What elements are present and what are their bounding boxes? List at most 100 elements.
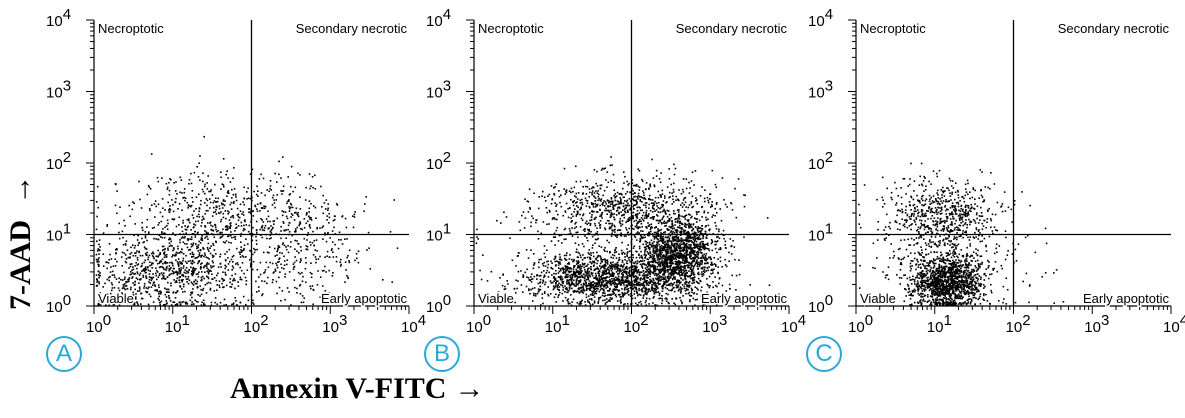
data-point <box>592 303 594 306</box>
data-point <box>583 263 585 266</box>
data-point <box>111 270 114 273</box>
data-point <box>128 204 130 207</box>
data-point <box>551 281 554 284</box>
data-point <box>591 274 594 277</box>
data-point <box>190 303 193 306</box>
data-point <box>680 281 682 284</box>
data-point <box>229 181 232 183</box>
data-point <box>643 277 645 280</box>
data-point <box>554 279 557 281</box>
data-point <box>226 192 229 194</box>
data-point <box>579 275 581 278</box>
data-point <box>714 207 716 210</box>
data-point <box>173 218 176 220</box>
data-point <box>261 236 264 239</box>
data-point <box>633 265 635 267</box>
data-point <box>158 254 160 256</box>
data-point <box>135 293 137 295</box>
data-point <box>269 220 271 223</box>
data-point <box>667 220 669 222</box>
data-point <box>702 301 705 303</box>
data-point <box>715 241 718 243</box>
data-point <box>671 261 674 264</box>
data-point <box>622 251 625 254</box>
data-point <box>575 263 578 265</box>
data-point <box>644 240 647 243</box>
data-point <box>165 267 168 270</box>
data-point <box>617 264 620 266</box>
data-point <box>182 241 185 243</box>
data-point <box>208 250 210 252</box>
data-point <box>682 257 684 260</box>
data-point <box>683 254 685 257</box>
data-point <box>287 228 289 231</box>
data-point <box>678 218 681 220</box>
data-point <box>690 295 693 297</box>
data-point <box>214 224 217 226</box>
data-point <box>230 224 232 227</box>
data-point <box>562 289 564 291</box>
data-point <box>674 242 676 245</box>
data-point <box>658 243 661 246</box>
data-point <box>278 173 280 176</box>
data-point <box>279 251 281 254</box>
data-point <box>209 252 212 255</box>
data-point <box>632 275 635 278</box>
data-point <box>665 281 667 284</box>
data-point <box>603 258 605 261</box>
data-point <box>654 281 657 284</box>
data-point <box>151 277 153 280</box>
data-point <box>207 209 209 212</box>
data-point <box>666 298 668 300</box>
data-point <box>275 199 278 201</box>
x-tick-label: 103 <box>322 312 347 336</box>
data-point <box>639 300 642 303</box>
data-point <box>525 285 528 288</box>
data-point <box>697 250 699 253</box>
data-point <box>190 262 193 265</box>
data-point <box>256 210 259 212</box>
data-point <box>635 290 638 293</box>
data-point <box>661 256 663 258</box>
data-point <box>579 304 581 307</box>
data-point <box>679 255 681 258</box>
data-point <box>219 255 221 258</box>
data-point <box>160 261 163 263</box>
data-point <box>655 261 658 264</box>
data-point <box>570 294 572 296</box>
data-point <box>614 263 617 266</box>
data-point <box>95 253 98 256</box>
data-point <box>565 270 567 273</box>
data-point <box>239 278 242 281</box>
data-point <box>202 180 204 183</box>
data-point <box>187 278 189 280</box>
data-point <box>652 283 654 286</box>
data-point <box>317 270 319 272</box>
data-point <box>717 236 719 238</box>
data-point <box>531 278 534 280</box>
data-point <box>663 244 666 246</box>
data-point <box>175 280 178 282</box>
data-point <box>730 253 733 255</box>
data-point <box>114 302 116 305</box>
data-point <box>543 245 546 247</box>
data-point <box>661 278 663 280</box>
data-point <box>659 252 662 254</box>
data-point <box>116 190 118 192</box>
data-point <box>319 276 322 278</box>
data-point <box>178 224 180 226</box>
data-point <box>224 259 227 261</box>
data-point <box>622 265 625 267</box>
data-point <box>675 218 677 220</box>
data-point <box>598 278 601 280</box>
data-point <box>156 271 159 273</box>
data-point <box>571 278 573 281</box>
data-point <box>589 293 592 296</box>
data-point <box>702 236 705 238</box>
data-point <box>660 276 663 278</box>
y-tick-exponent: 2 <box>443 149 451 166</box>
data-point <box>651 242 654 245</box>
data-point <box>207 271 210 274</box>
data-point <box>718 282 720 285</box>
data-point <box>703 270 705 272</box>
